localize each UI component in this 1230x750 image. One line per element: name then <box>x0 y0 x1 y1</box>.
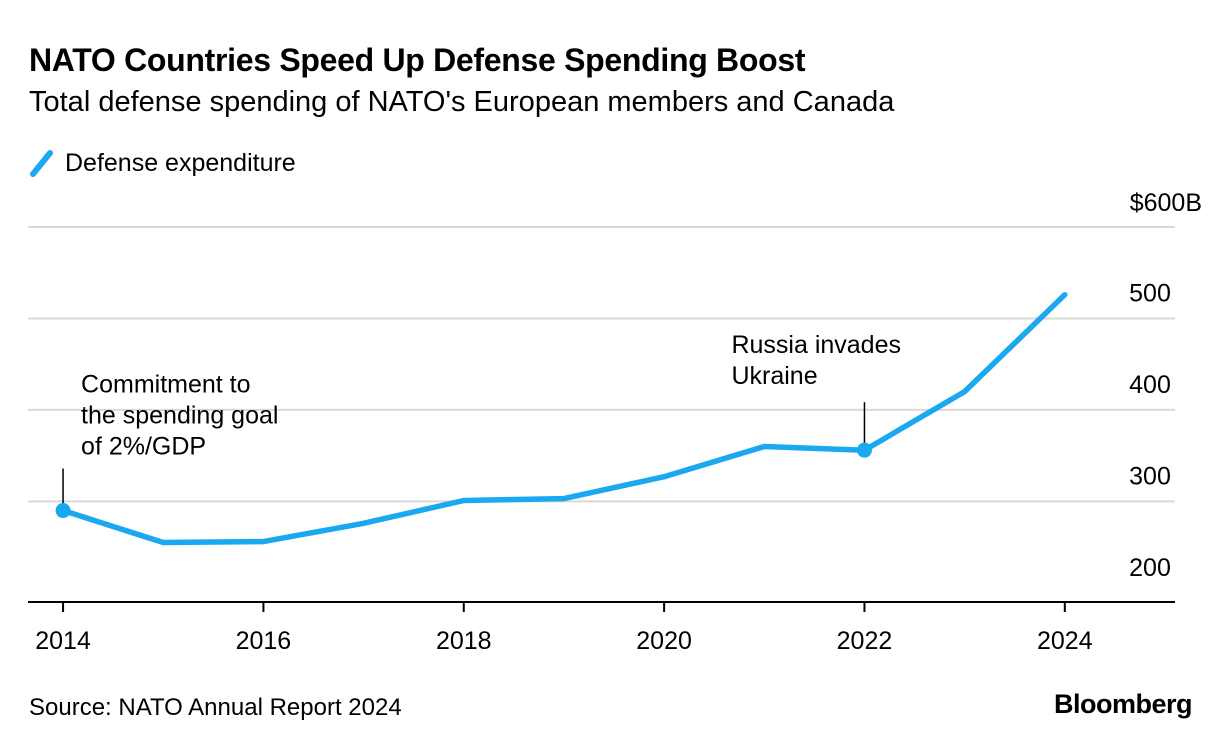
x-tick-labels: 2014 2016 2018 2020 2022 2024 <box>35 627 1092 655</box>
series-line-defense-expenditure <box>60 291 1068 546</box>
annotations: Commitment to the spending goal of 2%/GDP R… <box>62 331 901 511</box>
chart-subtitle: Total defense spending of NATO's Europea… <box>29 86 895 118</box>
y-tick-label-500: 500 <box>1129 279 1171 307</box>
annotation-text-0-line-0: Commitment to <box>81 371 250 399</box>
x-tick-label-2024: 2024 <box>1037 627 1093 655</box>
x-tick-label-2020: 2020 <box>636 627 692 655</box>
x-axis <box>28 601 1175 612</box>
annotated-point-2022 <box>856 442 872 458</box>
x-tick-label-2022: 2022 <box>837 627 893 655</box>
legend: Defense expenditure <box>29 146 296 180</box>
x-tick-label-2016: 2016 <box>236 627 292 655</box>
annotation-text-1-line-0: Russia invades <box>731 331 901 359</box>
annotation-text-0-line-2: of 2%/GDP <box>81 433 206 461</box>
y-tick-label-300: 300 <box>1129 462 1171 490</box>
annotated-point-2014 <box>55 503 71 519</box>
y-tick-label-400: 400 <box>1129 371 1171 399</box>
bloomberg-logo: Bloomberg <box>1053 689 1193 719</box>
annotation-text-0-line-1: the spending goal <box>81 402 278 430</box>
series-layer <box>55 291 1068 546</box>
x-tick-label-2018: 2018 <box>436 627 492 655</box>
chart-title: NATO Countries Speed Up Defense Spending… <box>29 42 806 78</box>
legend-label: Defense expenditure <box>65 148 296 177</box>
gridlines <box>28 226 1175 503</box>
y-tick-label-600: $600B <box>1130 189 1202 217</box>
source-note: Source: NATO Annual Report 2024 <box>29 694 402 721</box>
y-tick-labels: 200 300 400 500 $600B <box>1129 189 1202 582</box>
annotation-text-1-line-1: Ukraine <box>731 362 817 390</box>
legend-line-swatch-icon <box>30 150 53 177</box>
x-tick-label-2014: 2014 <box>35 627 91 655</box>
y-tick-label-200: 200 <box>1129 554 1171 582</box>
